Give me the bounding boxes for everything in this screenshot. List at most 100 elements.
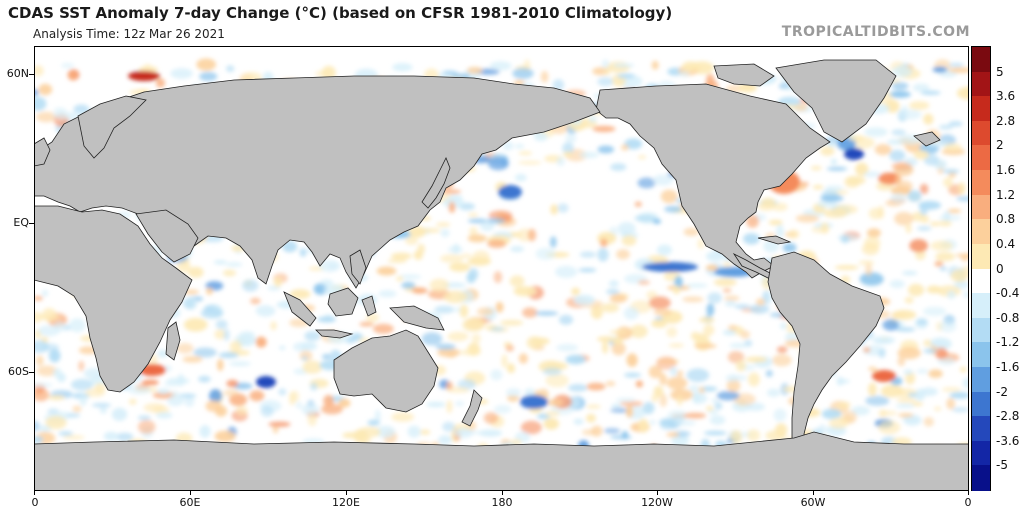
anomaly-patch	[637, 155, 647, 160]
anomaly-patch	[178, 393, 197, 399]
anomaly-patch	[315, 70, 330, 77]
antarctica	[34, 431, 969, 491]
anomaly-patch	[440, 254, 464, 263]
anomaly-patch	[749, 304, 770, 314]
anomaly-patch	[526, 336, 543, 350]
anomaly-patch	[682, 296, 704, 303]
anomaly-patch	[540, 70, 549, 83]
japan	[421, 157, 451, 209]
anomaly-patch	[820, 222, 830, 234]
anomaly-patch	[887, 139, 904, 145]
anomaly-patch	[376, 266, 397, 276]
anomaly-patch	[183, 318, 208, 332]
anomaly-patch	[657, 244, 672, 256]
anomaly-patch	[440, 228, 450, 238]
southern-ocean-cooling	[520, 395, 548, 409]
anomaly-patch	[34, 436, 44, 443]
anomaly-patch	[820, 146, 835, 156]
anomaly-patch	[889, 173, 897, 180]
anomaly-patch	[467, 234, 487, 243]
colorbar-segment	[972, 170, 990, 196]
anomaly-patch	[865, 395, 890, 406]
caribbean-islands	[757, 235, 792, 245]
anomaly-patch	[477, 307, 494, 316]
anomaly-patch	[141, 379, 159, 386]
anomaly-patch	[713, 278, 737, 287]
north-pacific-cooling	[498, 185, 522, 199]
anomaly-patch	[446, 381, 453, 390]
anomaly-patch	[448, 201, 456, 213]
anomaly-patch	[310, 382, 318, 391]
lon-tick-60w	[813, 491, 814, 495]
anomaly-patch	[392, 63, 413, 72]
anomaly-patch	[469, 226, 478, 237]
colorbar-segment	[972, 293, 990, 319]
anomaly-patch	[683, 227, 699, 237]
anomaly-patch	[668, 343, 685, 348]
colorbar-segment	[972, 120, 990, 147]
anomaly-patch	[115, 432, 134, 442]
anomaly-patch	[467, 257, 492, 266]
anomaly-patch	[892, 309, 917, 320]
anomaly-patch	[621, 144, 629, 151]
anomaly-patch	[623, 306, 639, 320]
anomaly-patch	[729, 343, 748, 348]
anomaly-patch	[904, 296, 914, 304]
anomaly-patch	[302, 360, 323, 374]
anomaly-patch	[916, 226, 932, 231]
anomaly-patch	[522, 307, 538, 318]
anomaly-patch	[250, 297, 261, 305]
sulawesi	[361, 295, 377, 317]
anomaly-patch	[182, 297, 195, 309]
anomaly-patch	[490, 369, 503, 381]
anomaly-patch	[891, 82, 909, 91]
anomaly-patch	[670, 389, 694, 401]
iceland	[913, 131, 941, 147]
anomaly-patch	[495, 301, 504, 313]
anomaly-patch	[692, 390, 700, 404]
colorbar-label: -0.8	[996, 310, 1020, 325]
anomaly-patch	[768, 219, 783, 226]
anomaly-patch	[128, 398, 137, 405]
anomaly-patch	[573, 418, 584, 425]
anomaly-patch	[630, 324, 648, 338]
colorbar-segment	[972, 440, 990, 466]
arctic-islands	[713, 63, 775, 87]
anomaly-patch	[878, 420, 901, 435]
colorbar-segment	[972, 219, 990, 245]
anomaly-patch	[930, 221, 940, 227]
anomaly-patch	[698, 317, 715, 323]
anomaly-patch	[557, 203, 569, 213]
south-indian-cooling	[256, 376, 276, 388]
colorbar-segment	[972, 47, 990, 73]
anomaly-patch	[664, 205, 683, 213]
anomaly-patch	[490, 326, 505, 332]
anomaly-patch	[890, 192, 907, 204]
anomaly-patch	[666, 376, 688, 390]
anomaly-patch	[448, 245, 463, 254]
anomaly-patch	[205, 400, 222, 412]
anomaly-patch	[435, 222, 451, 228]
anomaly-patch	[776, 346, 788, 354]
anomaly-patch	[938, 220, 952, 227]
anomaly-patch	[597, 247, 609, 262]
lon-label-180: 180	[491, 496, 513, 509]
north-america	[595, 83, 831, 279]
anomaly-patch	[562, 151, 573, 157]
anomaly-patch	[346, 338, 355, 344]
anomaly-patch	[697, 238, 704, 250]
anomaly-patch	[694, 343, 717, 349]
anomaly-patch	[510, 246, 524, 253]
scandinavia	[77, 95, 147, 159]
anomaly-patch	[956, 196, 969, 202]
anomaly-patch	[918, 200, 942, 210]
anomaly-patch	[851, 406, 870, 416]
anomaly-patch	[846, 176, 866, 185]
anomaly-patch	[34, 311, 43, 323]
anomaly-patch	[520, 420, 542, 435]
anomaly-patch	[920, 90, 941, 95]
colorbar-label: 0.4	[996, 236, 1016, 251]
anomaly-patch	[225, 262, 243, 267]
anomaly-patch	[441, 189, 462, 195]
anomaly-patch	[544, 410, 561, 417]
